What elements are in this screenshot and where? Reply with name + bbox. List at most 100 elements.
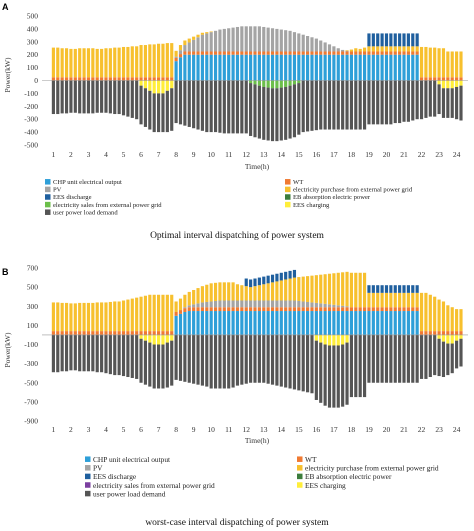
- bar-segment: [100, 48, 104, 78]
- bar-segment: [319, 80, 323, 130]
- bar-segment: [284, 30, 288, 52]
- bar-segment: [319, 51, 323, 55]
- bar-segment: [178, 334, 183, 381]
- bar-segment: [332, 334, 336, 346]
- bar-segment: [95, 331, 99, 335]
- bar-segment: [240, 311, 244, 335]
- x-tick-label: 24: [453, 150, 461, 159]
- bar-segment: [196, 303, 200, 308]
- bar-segment: [244, 311, 248, 335]
- x-tick-label: 17: [330, 425, 338, 434]
- bar-segment: [362, 272, 367, 308]
- bar-segment: [187, 311, 191, 335]
- bar-segment: [187, 51, 191, 55]
- legend-label: PV: [53, 187, 62, 194]
- bar-segment: [332, 307, 336, 312]
- bar-segment: [86, 77, 91, 81]
- bar-segment: [218, 80, 222, 133]
- bar-segment: [253, 300, 257, 308]
- bar-segment: [240, 285, 244, 301]
- bar-segment: [323, 344, 327, 406]
- bar-segment: [244, 54, 248, 81]
- bar-segment: [165, 334, 169, 343]
- bar-segment: [349, 311, 353, 335]
- bar-segment: [266, 80, 270, 88]
- bar-segment: [200, 334, 204, 386]
- bar-segment: [319, 40, 323, 52]
- bar-segment: [284, 271, 288, 280]
- bar-segment: [121, 331, 126, 335]
- bar-segment: [380, 51, 384, 55]
- x-tick-label: 11: [225, 150, 232, 159]
- bar-segment: [398, 33, 402, 47]
- bar-segment: [209, 51, 213, 55]
- bar-segment: [459, 85, 463, 121]
- bar-segment: [332, 54, 336, 81]
- legend-swatch: [285, 194, 291, 200]
- x-tick-label: 17: [330, 150, 338, 159]
- bar-segment: [402, 311, 406, 335]
- bar-segment: [213, 51, 218, 55]
- bar-segment: [64, 48, 69, 78]
- bar-segment: [222, 54, 226, 81]
- bar-segment: [319, 342, 323, 403]
- bar-segment: [336, 80, 340, 130]
- bar-segment: [336, 307, 340, 312]
- bar-segment: [301, 301, 305, 308]
- y-tick-label: -100: [24, 89, 38, 98]
- bar-segment: [297, 80, 301, 84]
- bar-segment: [459, 338, 463, 367]
- bar-segment: [86, 331, 91, 335]
- bar-segment: [288, 307, 292, 312]
- bar-segment: [424, 331, 428, 335]
- legend-label: electricity sales from external power gr…: [93, 481, 215, 490]
- bar-segment: [398, 80, 402, 124]
- bar-segment: [161, 80, 165, 94]
- x-tick-label: 21: [400, 150, 408, 159]
- bar-segment: [183, 294, 187, 308]
- bar-segment: [292, 334, 297, 390]
- bar-segment: [266, 54, 270, 81]
- bar-segment: [218, 311, 222, 335]
- x-tick-label: 19: [365, 425, 373, 434]
- bar-segment: [306, 80, 310, 132]
- bar-segment: [402, 307, 406, 312]
- bar-segment: [218, 334, 222, 389]
- bar-segment: [222, 300, 226, 308]
- bar-segment: [270, 51, 275, 55]
- bar-segment: [433, 331, 437, 335]
- bar-segment: [60, 80, 64, 114]
- bar-segment: [415, 285, 419, 293]
- x-tick-label: 15: [295, 150, 303, 159]
- bar-segment: [139, 296, 143, 332]
- x-tick-label: 3: [87, 425, 91, 434]
- bar-segment: [91, 80, 95, 114]
- bar-segment: [178, 298, 183, 311]
- legend-label: EB absorption electric power: [305, 472, 392, 481]
- x-tick-label: 5: [122, 150, 126, 159]
- bar-segment: [187, 305, 191, 308]
- bar-segment: [249, 26, 253, 52]
- bar-segment: [349, 272, 353, 308]
- bar-segment: [187, 80, 191, 127]
- bar-segment: [235, 54, 240, 81]
- bar-segment: [240, 54, 244, 81]
- bar-segment: [270, 80, 275, 89]
- bar-segment: [380, 46, 384, 52]
- x-tick-label: 18: [348, 425, 356, 434]
- y-tick-label: -400: [24, 128, 38, 137]
- bar-segment: [95, 302, 99, 332]
- bar-segment: [196, 80, 200, 130]
- bar-segment: [82, 77, 86, 81]
- bar-segment: [376, 307, 380, 312]
- bar-segment: [389, 33, 393, 47]
- bar-segment: [327, 307, 332, 312]
- bar-segment: [161, 331, 165, 335]
- bar-segment: [73, 303, 77, 332]
- bar-segment: [389, 307, 393, 312]
- bar-segment: [174, 57, 178, 62]
- x-tick-label: 9: [192, 425, 196, 434]
- bar-segment: [262, 86, 266, 140]
- bar-segment: [51, 47, 55, 78]
- bar-segment: [60, 77, 64, 81]
